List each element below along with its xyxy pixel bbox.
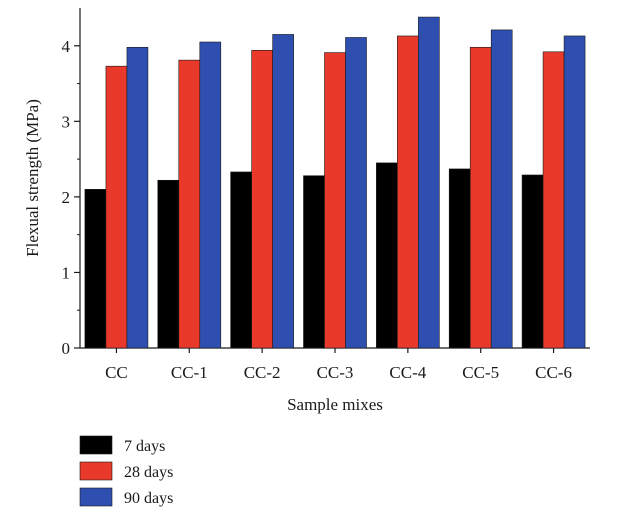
bar-90-days-CC-1 (199, 41, 222, 349)
x-tick-label: CC-3 (317, 363, 354, 382)
legend-label: 28 days (124, 464, 173, 481)
bars-group (84, 16, 586, 349)
x-tick-label: CC-4 (389, 363, 426, 382)
x-tick-label: CC (105, 363, 128, 382)
y-tick-label: 3 (62, 112, 71, 131)
bar-28-days-CC (105, 65, 128, 349)
legend-swatch-28-days (79, 461, 113, 481)
bar-28-days-CC-6 (542, 51, 565, 349)
x-tick-label: CC-2 (244, 363, 281, 382)
bar-28-days-CC-1 (178, 59, 201, 349)
legend-label: 90 days (124, 490, 173, 507)
x-axis-title: Sample mixes (287, 395, 383, 414)
bar-90-days-CC-3 (345, 37, 367, 349)
bar-90-days-CC-4 (418, 16, 440, 349)
bar-28-days-CC-3 (324, 52, 346, 349)
legend-label: 7 days (124, 438, 165, 455)
plot-area: 0 1 2 3 4 CC CC-1 CC-2 CC-3 CC-4 CC-5 CC-6 (62, 8, 590, 382)
x-tick-label: CC-6 (535, 363, 572, 382)
legend: 7 days 28 days 90 days (79, 435, 173, 507)
y-axis-title: Flexual strength (MPa) (23, 99, 42, 257)
bar-7-days-CC (84, 189, 107, 349)
bar-7-days-CC-3 (303, 175, 325, 349)
y-tick-label: 2 (62, 188, 71, 207)
x-tick-label: CC-5 (462, 363, 499, 382)
bar-7-days-CC-6 (521, 174, 544, 349)
bar-7-days-CC-2 (230, 171, 252, 349)
x-tick-label: CC-1 (171, 363, 208, 382)
bar-28-days-CC-5 (469, 46, 492, 349)
x-ticks-group: CC CC-1 CC-2 CC-3 CC-4 CC-5 CC-6 (105, 348, 572, 382)
bar-28-days-CC-4 (397, 35, 419, 349)
legend-swatch-90-days (79, 487, 113, 507)
bar-7-days-CC-4 (376, 162, 398, 349)
bar-7-days-CC-1 (157, 179, 180, 349)
bar-7-days-CC-5 (448, 168, 471, 349)
y-ticks-group: 0 1 2 3 4 (62, 37, 80, 358)
bar-90-days-CC-6 (563, 35, 586, 349)
y-tick-label: 4 (62, 37, 71, 56)
y-tick-label: 1 (62, 263, 71, 282)
bar-28-days-CC-2 (251, 50, 273, 349)
bar-90-days-CC-2 (272, 34, 294, 349)
legend-swatch-7-days (79, 435, 113, 455)
y-tick-label: 0 (62, 339, 71, 358)
bar-90-days-CC-5 (490, 29, 513, 349)
bar-90-days-CC (126, 46, 149, 349)
